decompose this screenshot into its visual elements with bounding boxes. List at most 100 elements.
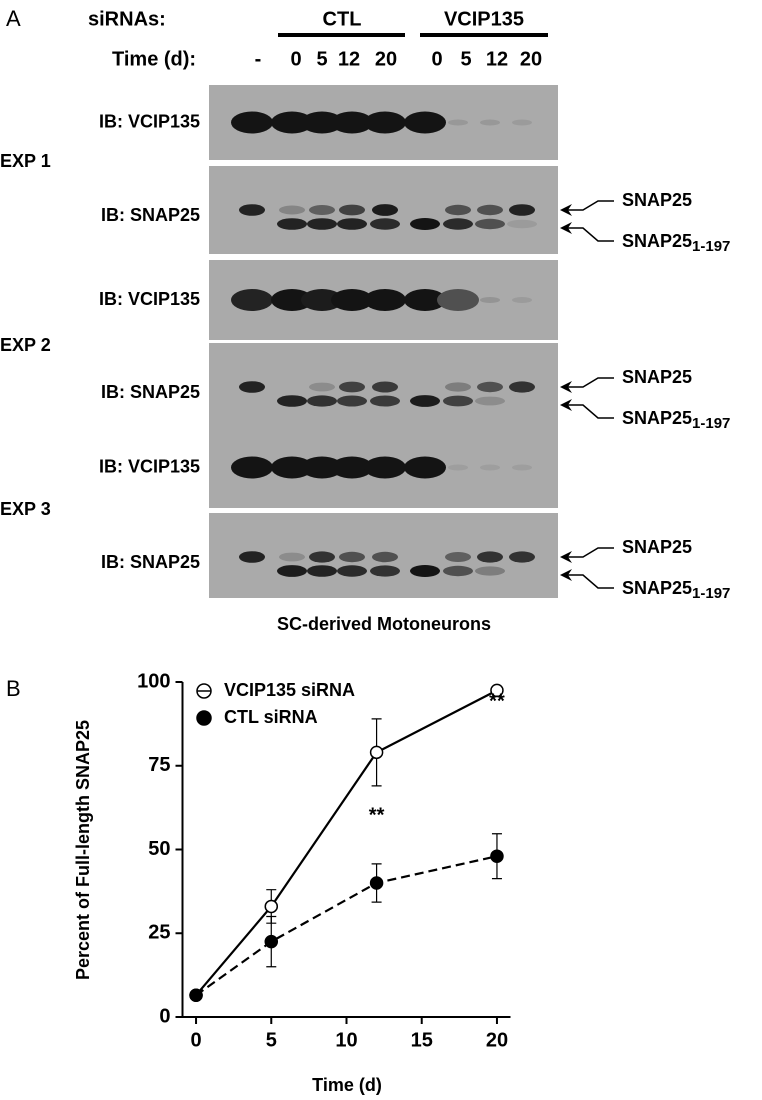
band bbox=[301, 456, 343, 479]
band bbox=[443, 395, 473, 407]
band bbox=[277, 218, 307, 230]
band bbox=[370, 218, 400, 230]
band-label: SNAP25 bbox=[622, 367, 692, 387]
band bbox=[448, 119, 468, 126]
band bbox=[410, 218, 440, 230]
band bbox=[512, 297, 532, 303]
band bbox=[437, 289, 479, 311]
blot-label: IB: VCIP135 bbox=[99, 111, 200, 131]
band-label-subscript: 1-197 bbox=[692, 585, 730, 602]
band bbox=[331, 289, 373, 311]
lane-label: 12 bbox=[338, 48, 360, 70]
lane-label: - bbox=[255, 48, 262, 70]
band bbox=[364, 289, 406, 311]
band bbox=[331, 456, 373, 479]
band bbox=[477, 551, 503, 563]
band bbox=[509, 204, 535, 216]
y-tick-label: 25 bbox=[148, 922, 170, 944]
band bbox=[301, 111, 343, 134]
y-tick-label: 75 bbox=[148, 754, 170, 776]
band-label: SNAP25 bbox=[622, 537, 692, 557]
sirnas-label: siRNAs: bbox=[88, 8, 166, 30]
band bbox=[443, 565, 473, 577]
lane-label: 12 bbox=[486, 48, 508, 70]
arrow-line bbox=[562, 227, 614, 242]
band bbox=[370, 565, 400, 577]
blot-label: IB: SNAP25 bbox=[101, 552, 200, 572]
marker bbox=[369, 876, 384, 890]
band bbox=[279, 205, 305, 215]
series-line bbox=[195, 855, 498, 997]
band bbox=[271, 456, 313, 479]
band bbox=[339, 381, 365, 393]
band bbox=[364, 111, 406, 134]
band bbox=[331, 111, 373, 134]
band bbox=[445, 204, 471, 216]
band bbox=[370, 395, 400, 407]
arrow-line bbox=[562, 547, 614, 558]
band-label-subscript: 1-197 bbox=[692, 415, 730, 432]
legend-label: VCIP135 siRNA bbox=[224, 680, 355, 700]
blot-label: IB: SNAP25 bbox=[101, 382, 200, 402]
band bbox=[309, 205, 335, 215]
annotation: ** bbox=[489, 690, 505, 712]
band bbox=[404, 456, 446, 479]
lane-label: 5 bbox=[460, 48, 471, 70]
band bbox=[477, 204, 503, 216]
blot-label: IB: VCIP135 bbox=[99, 289, 200, 309]
band bbox=[277, 395, 307, 407]
band bbox=[445, 382, 471, 392]
marker bbox=[369, 745, 384, 760]
marker bbox=[189, 988, 203, 1002]
band bbox=[509, 551, 535, 563]
arrow-line bbox=[562, 404, 614, 419]
y-tick-label: 0 bbox=[159, 1005, 170, 1027]
exp-label: EXP 3 bbox=[0, 499, 51, 519]
band bbox=[480, 297, 500, 303]
band bbox=[404, 111, 446, 134]
x-tick-label: 0 bbox=[190, 1029, 201, 1051]
band bbox=[372, 204, 398, 216]
x-tick-label: 15 bbox=[411, 1029, 433, 1051]
band bbox=[512, 464, 532, 471]
series-line bbox=[195, 689, 498, 996]
y-tick-label: 50 bbox=[148, 838, 170, 860]
band bbox=[301, 289, 343, 311]
band bbox=[372, 551, 398, 563]
lane-label: 0 bbox=[431, 48, 442, 70]
band bbox=[239, 381, 265, 393]
x-axis-title: Time (d) bbox=[312, 1075, 382, 1095]
y-tick-label: 100 bbox=[137, 670, 170, 692]
band bbox=[271, 289, 313, 311]
band bbox=[475, 218, 505, 230]
arrow-line bbox=[562, 200, 614, 211]
arrow-head bbox=[560, 569, 572, 581]
panel-label: B bbox=[6, 676, 21, 701]
arrow-head bbox=[560, 204, 572, 216]
band bbox=[372, 381, 398, 393]
band bbox=[307, 218, 337, 230]
x-tick-label: 20 bbox=[486, 1029, 508, 1051]
band bbox=[480, 119, 500, 126]
band bbox=[410, 565, 440, 577]
time-label: Time (d): bbox=[112, 48, 196, 70]
band-label-main: SNAP25 bbox=[622, 231, 692, 251]
band bbox=[512, 119, 532, 126]
legend-marker bbox=[196, 710, 212, 726]
group-label: CTL bbox=[323, 8, 362, 30]
panel-label: A bbox=[6, 6, 21, 31]
band bbox=[339, 204, 365, 216]
marker bbox=[490, 683, 504, 698]
legend-label: CTL siRNA bbox=[224, 707, 318, 727]
band bbox=[337, 395, 367, 407]
band bbox=[475, 566, 505, 576]
band bbox=[475, 396, 505, 406]
band bbox=[231, 111, 273, 134]
band bbox=[231, 456, 273, 479]
x-tick-label: 10 bbox=[335, 1029, 357, 1051]
band-label: SNAP251-197 bbox=[622, 231, 730, 255]
lane-label: 20 bbox=[375, 48, 397, 70]
band bbox=[480, 464, 500, 471]
exp-label: EXP 2 bbox=[0, 335, 51, 355]
band-label-main: SNAP25 bbox=[622, 408, 692, 428]
